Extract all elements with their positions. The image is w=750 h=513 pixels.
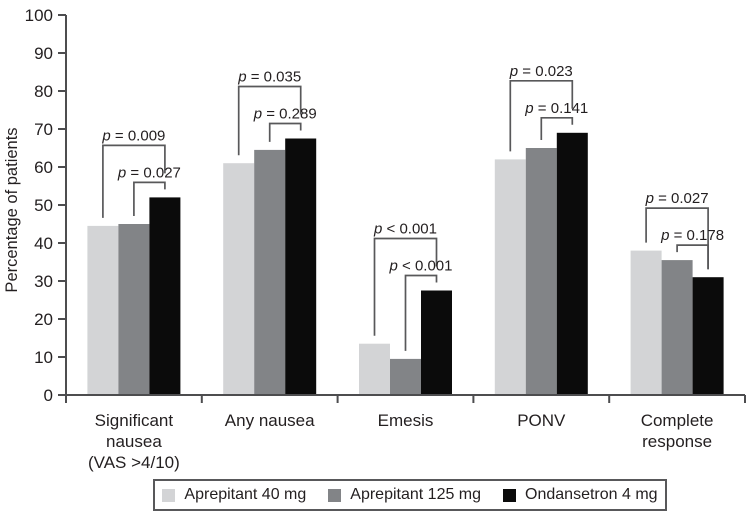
bars-layer [87,132,724,396]
bar-cat4-series2 [692,277,724,395]
p-value-label: p = 0.009 [101,127,165,144]
bar-cat1-series1 [254,149,286,395]
bar-cat3-series0 [494,159,526,395]
p-value-label: p < 0.001 [373,221,437,238]
p-value-bracket [373,237,438,336]
y-tick-label: 90 [34,44,53,63]
y-tick-label: 100 [25,6,53,25]
p-value-brackets-layer: p = 0.009 p = 0.027 p = 0.035 p = 0.289 p < … [101,63,724,351]
y-tick-label: 30 [34,272,53,291]
bar-cat0-series0 [87,225,119,395]
bar-cat1-series0 [223,163,255,395]
legend: Aprepitant 40 mg Aprepitant 125 mg Ondanse… [153,479,667,511]
y-tick-label: 70 [34,120,53,139]
legend-label-2: Ondansetron 4 mg [525,486,658,503]
bar-cat4-series1 [661,260,693,395]
category-label: PONV [517,411,566,430]
bar-cat4-series0 [630,250,662,395]
p-value-label: p = 0.289 [253,106,317,123]
y-tick-label: 20 [34,310,53,329]
bar-cat2-series2 [421,290,452,395]
chart-svg: Percentage of patients 0 10 20 30 40 50 60 70 80… [3,6,746,472]
category-label: Significant nausea (VAS >4/10) [88,411,180,472]
legend-item-2: Ondansetron 4 mg [503,486,658,504]
p-value-bracket [509,79,574,152]
p-value-label: p = 0.035 [237,69,301,86]
axes-layer: 0 10 20 30 40 50 60 70 80 90 100 [25,6,746,405]
bar-cat2-series0 [359,343,390,395]
p-value-bracket [645,207,709,270]
bar-cat0-series2 [149,197,181,395]
y-tick-label: 0 [44,386,53,405]
legend-item-1: Aprepitant 125 mg [328,486,481,504]
p-value-label: p = 0.141 [524,100,588,117]
legend-swatch-0 [162,488,176,502]
y-tick-label: 40 [34,234,53,253]
bar-cat1-series2 [285,138,317,395]
category-label: Any nausea [225,411,315,430]
p-value-label: p = 0.178 [660,227,724,244]
y-tick-label: 80 [34,82,53,101]
legend-swatch-2 [503,488,517,502]
y-tick-label: 50 [34,196,53,215]
y-tick-label: 10 [34,348,53,367]
y-tick-label: 60 [34,158,53,177]
bar-cat2-series1 [390,358,421,395]
p-value-bracket [133,181,166,216]
legend-label-0: Aprepitant 40 mg [184,486,307,503]
p-value-bracket [404,274,438,351]
p-value-label: p = 0.023 [509,63,573,80]
category-label: Emesis [378,411,434,430]
bar-cat3-series1 [525,148,557,395]
category-labels-layer: Significant nausea (VAS >4/10) Any nausea Em… [88,411,713,472]
y-axis-title: Percentage of patients [3,127,21,292]
legend-item-0: Aprepitant 40 mg [162,486,306,504]
p-value-bracket [102,144,166,218]
legend-swatch-1 [328,488,342,502]
p-value-label: p = 0.027 [117,164,181,181]
p-value-bracket [237,85,302,156]
bar-cat0-series1 [118,224,150,395]
category-label: Complete response [641,411,714,451]
p-value-bracket [268,122,302,142]
p-value-label: p = 0.027 [645,190,709,207]
p-value-label: p < 0.001 [389,258,453,275]
legend-label-1: Aprepitant 125 mg [350,486,482,503]
p-value-bracket [676,244,709,270]
p-value-bracket [540,116,574,140]
bar-cat3-series2 [556,132,588,396]
